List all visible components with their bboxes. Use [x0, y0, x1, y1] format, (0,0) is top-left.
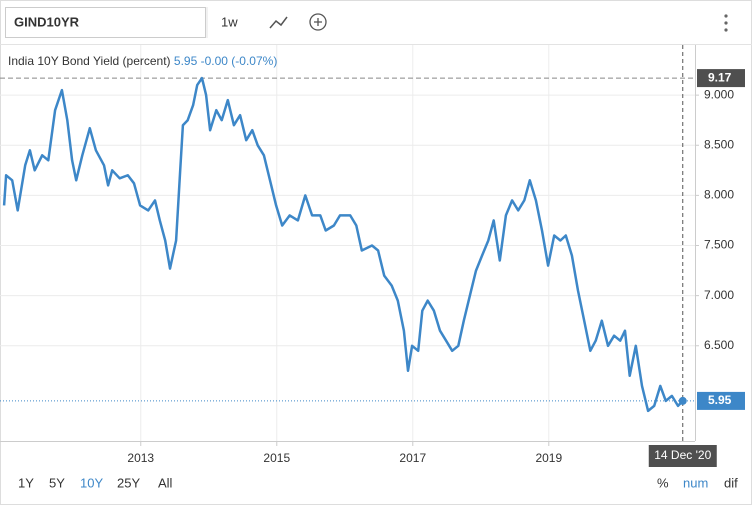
grid: 6.500 7.000 7.500 8.000 8.500 9.000 2013 2015 20… [0, 45, 734, 465]
legend-value: 5.95 [174, 54, 198, 68]
last-point [678, 396, 687, 405]
legend-change: -0.00 (-0.07%) [201, 54, 278, 68]
last-badge [697, 391, 745, 410]
y-tick-label: 8.000 [704, 188, 734, 202]
y-tick-label: 8.500 [704, 137, 734, 151]
legend: India 10Y Bond Yield (percent) 5.95 -0.0… [8, 54, 277, 68]
x-tick-label: 2019 [535, 451, 562, 465]
series-line [2, 76, 684, 413]
crosshair-badge [648, 445, 717, 467]
last-label: 5.95 [708, 393, 732, 407]
menu-icon[interactable] [724, 14, 728, 32]
x-tick-label: 2015 [263, 451, 290, 465]
symbol-box[interactable] [5, 7, 206, 38]
scale-button[interactable]: dif [724, 475, 738, 490]
y-tick-label: 7.500 [704, 238, 734, 252]
scale-button[interactable]: num [683, 475, 708, 490]
crosshair-label: 14 Dec '20 [654, 448, 711, 462]
add-icon[interactable] [309, 13, 327, 31]
bottom-bar: 1Y 5Y 10Y 25Y All% num dif [18, 475, 738, 490]
scale-button[interactable]: % [657, 475, 669, 490]
y-tick-label: 7.000 [704, 288, 734, 302]
x-tick-label: 2013 [127, 451, 154, 465]
range-button[interactable]: All [158, 475, 173, 490]
high-badge [697, 69, 745, 88]
y-tick-label: 9.000 [704, 87, 734, 101]
y-tick-label: 6.500 [704, 338, 734, 352]
high-label: 9.17 [708, 70, 732, 84]
range-button[interactable]: 10Y [80, 475, 103, 490]
plot: 9.17 5.95 14 Dec '20 [0, 45, 745, 467]
symbol: GIND10YR [14, 14, 80, 29]
chart-type-icon[interactable] [269, 16, 288, 29]
range-button[interactable]: 25Y [117, 475, 140, 490]
interval-button[interactable]: 1w [221, 14, 238, 29]
add-icon-plus [314, 18, 322, 26]
legend-name: India 10Y Bond Yield (percent) [8, 54, 171, 68]
range-button[interactable]: 5Y [49, 475, 65, 490]
range-button[interactable]: 1Y [18, 475, 34, 490]
x-tick-label: 2017 [399, 451, 426, 465]
